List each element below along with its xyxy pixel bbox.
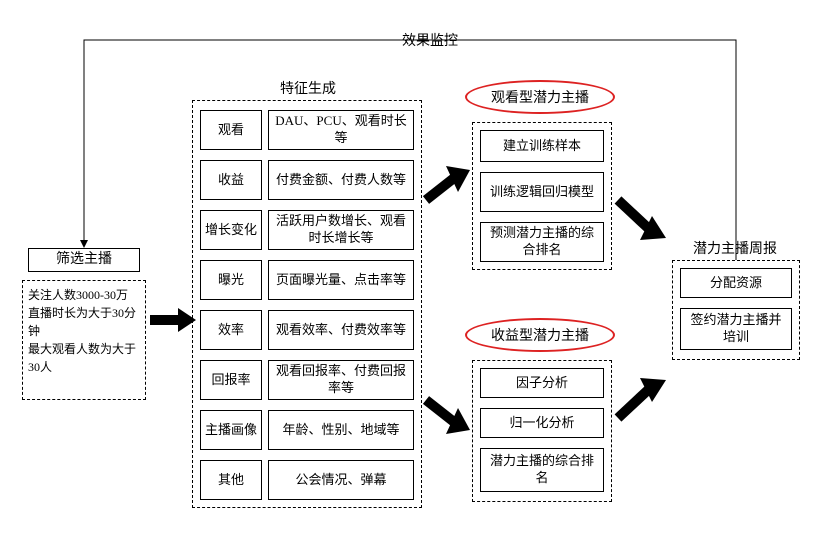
feature-left: 回报率 xyxy=(200,360,262,400)
filter-criterion: 最大观看人数为大于30人 xyxy=(28,340,140,376)
feature-right: 公会情况、弹幕 xyxy=(268,460,414,500)
arrow-icon xyxy=(618,378,666,418)
watch-model-heading: 观看型潜力主播 xyxy=(491,87,589,107)
revenue-step: 潜力主播的综合排名 xyxy=(480,448,604,492)
arrow-icon xyxy=(150,308,196,332)
revenue-step: 归一化分析 xyxy=(480,408,604,438)
feature-right: 页面曝光量、点击率等 xyxy=(268,260,414,300)
feature-left: 增长变化 xyxy=(200,210,262,250)
features-heading: 特征生成 xyxy=(268,78,348,98)
report-heading: 潜力主播周报 xyxy=(680,238,790,258)
feature-left: 收益 xyxy=(200,160,262,200)
feature-left: 主播画像 xyxy=(200,410,262,450)
feature-right: 付费金额、付费人数等 xyxy=(268,160,414,200)
feature-left: 其他 xyxy=(200,460,262,500)
filter-criterion: 直播时长为大于30分钟 xyxy=(28,304,140,340)
feature-right: 观看回报率、付费回报率等 xyxy=(268,360,414,400)
revenue-step: 因子分析 xyxy=(480,368,604,398)
feature-right: 观看效率、付费效率等 xyxy=(268,310,414,350)
watch-step: 建立训练样本 xyxy=(480,130,604,162)
report-step: 分配资源 xyxy=(680,268,792,298)
feature-right: 年龄、性别、地域等 xyxy=(268,410,414,450)
arrow-icon xyxy=(426,400,470,434)
filter-heading-box: 筛选主播 xyxy=(28,248,140,272)
arrow-icon xyxy=(618,200,666,240)
report-step: 签约潜力主播并培训 xyxy=(680,308,792,350)
top-monitor-label: 效果监控 xyxy=(398,30,462,50)
feature-left: 曝光 xyxy=(200,260,262,300)
arrow-icon xyxy=(426,166,470,200)
feature-left: 效率 xyxy=(200,310,262,350)
filter-criteria-list: 关注人数3000-30万 直播时长为大于30分钟 最大观看人数为大于30人 xyxy=(28,286,140,376)
revenue-model-heading: 收益型潜力主播 xyxy=(491,325,589,345)
feature-right: 活跃用户数增长、观看时长增长等 xyxy=(268,210,414,250)
feature-right: DAU、PCU、观看时长等 xyxy=(268,110,414,150)
watch-step: 训练逻辑回归模型 xyxy=(480,172,604,212)
revenue-model-heading-ellipse: 收益型潜力主播 xyxy=(465,318,615,352)
filter-criterion: 关注人数3000-30万 xyxy=(28,286,140,304)
watch-model-heading-ellipse: 观看型潜力主播 xyxy=(465,80,615,114)
feature-left: 观看 xyxy=(200,110,262,150)
watch-step: 预测潜力主播的综合排名 xyxy=(480,222,604,262)
